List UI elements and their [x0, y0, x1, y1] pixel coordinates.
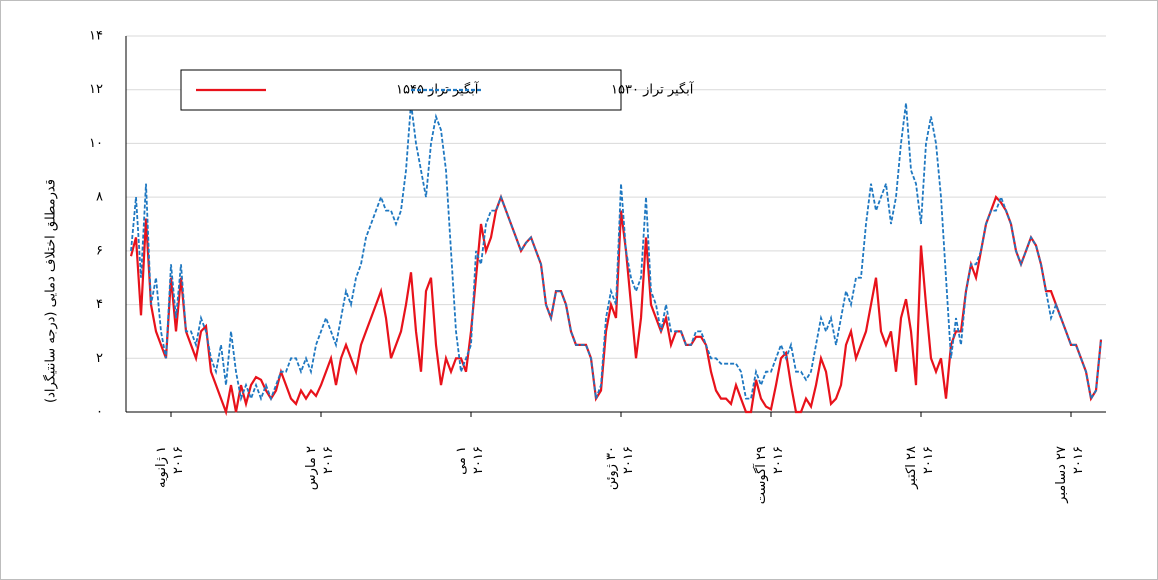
series-line	[129, 193, 1103, 417]
y-tick-label: ۲	[96, 351, 103, 366]
x-tick-label: ۲۷ دسامبر ۲۰۱۶	[1054, 446, 1086, 503]
x-tick-label: ۲۹ آگوست ۲۰۱۶	[754, 446, 786, 505]
x-tick-label: ۳۰ ژوئن ۲۰۱۶	[604, 446, 636, 491]
x-tick-label: ۲۸ اکتبر ۲۰۱۶	[904, 446, 936, 489]
y-tick-label: ۰	[96, 405, 103, 420]
y-tick-label: ۱۴	[89, 29, 103, 44]
legend-label: آبگیر تراز ۱۵۳۰	[611, 81, 695, 98]
y-tick-label: ۱۲	[89, 82, 103, 97]
y-tick-label: ۶	[96, 243, 103, 258]
y-tick-label: ۱۰	[89, 136, 103, 151]
y-tick-label: ۴	[96, 297, 103, 312]
x-tick-label: ۲ مارس ۲۰۱۶	[304, 446, 336, 491]
y-tick-label: ۸	[96, 190, 103, 205]
y-axis-title: قدرمطلق اختلاف دمایی (درجه سانتیگراد)	[43, 179, 59, 403]
x-tick-label: ۱ ژانویه ۲۰۱۶	[154, 446, 186, 488]
x-tick-label: ۱ می ۲۰۱۶	[454, 446, 486, 475]
legend: آبگیر تراز ۱۵۴۵ آبگیر تراز ۱۵۳۰	[180, 69, 695, 111]
series-line	[130, 102, 1102, 402]
